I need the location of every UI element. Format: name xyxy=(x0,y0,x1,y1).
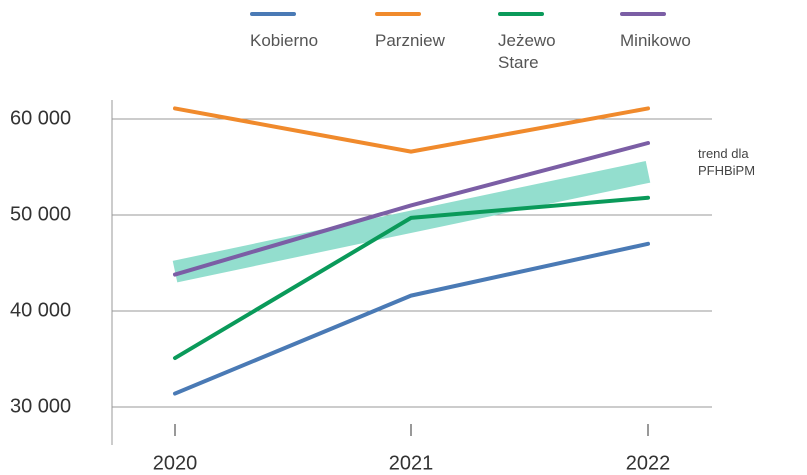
y-tick-label: 40 000 xyxy=(10,299,71,321)
legend-swatch xyxy=(250,12,296,16)
legend-label: Parzniew xyxy=(375,31,445,50)
y-tick-label: 50 000 xyxy=(10,203,71,225)
legend-label: Kobierno xyxy=(250,31,319,50)
x-tick-label: 2022 xyxy=(626,452,671,474)
legend-swatch xyxy=(375,12,421,16)
series-line xyxy=(173,141,650,277)
x-tick-label: 2020 xyxy=(153,452,198,474)
series-line xyxy=(173,195,650,361)
legend-label: Minikowo xyxy=(620,31,691,50)
trend-band xyxy=(172,161,651,283)
y-tick-label: 30 000 xyxy=(10,395,71,417)
trend-label: trend dla PFHBiPM xyxy=(698,146,756,178)
x-tick-label: 2021 xyxy=(389,452,434,474)
legend-swatch xyxy=(498,12,544,16)
legend-swatch xyxy=(620,12,666,16)
series-line xyxy=(173,106,650,154)
legend-label: Jeżewo Stare xyxy=(498,31,556,72)
series-line xyxy=(173,241,650,396)
y-tick-label: 60 000 xyxy=(10,107,71,129)
